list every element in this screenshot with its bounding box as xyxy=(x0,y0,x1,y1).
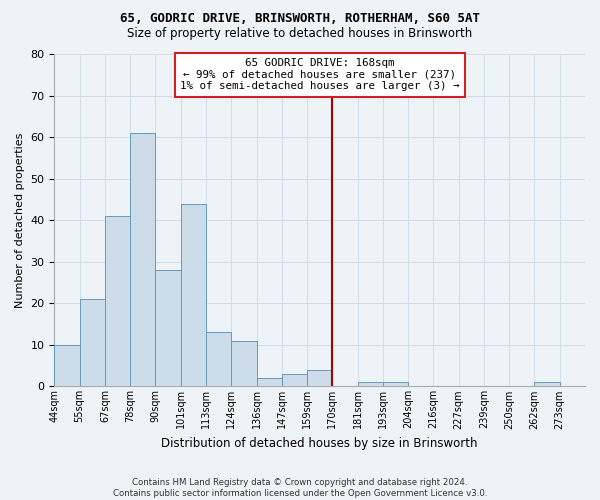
Bar xyxy=(155,270,181,386)
Y-axis label: Number of detached properties: Number of detached properties xyxy=(15,132,25,308)
Bar xyxy=(383,382,408,386)
Bar xyxy=(282,374,307,386)
Bar xyxy=(206,332,231,386)
Text: 65 GODRIC DRIVE: 168sqm
← 99% of detached houses are smaller (237)
1% of semi-de: 65 GODRIC DRIVE: 168sqm ← 99% of detache… xyxy=(180,58,460,92)
X-axis label: Distribution of detached houses by size in Brinsworth: Distribution of detached houses by size … xyxy=(161,437,478,450)
Bar xyxy=(535,382,560,386)
Bar xyxy=(55,345,80,387)
Bar xyxy=(181,204,206,386)
Bar xyxy=(231,340,257,386)
Bar xyxy=(80,299,105,386)
Bar xyxy=(130,133,155,386)
Bar xyxy=(358,382,383,386)
Text: 65, GODRIC DRIVE, BRINSWORTH, ROTHERHAM, S60 5AT: 65, GODRIC DRIVE, BRINSWORTH, ROTHERHAM,… xyxy=(120,12,480,26)
Bar xyxy=(105,216,130,386)
Text: Size of property relative to detached houses in Brinsworth: Size of property relative to detached ho… xyxy=(127,28,473,40)
Bar xyxy=(307,370,332,386)
Bar xyxy=(257,378,282,386)
Text: Contains HM Land Registry data © Crown copyright and database right 2024.
Contai: Contains HM Land Registry data © Crown c… xyxy=(113,478,487,498)
